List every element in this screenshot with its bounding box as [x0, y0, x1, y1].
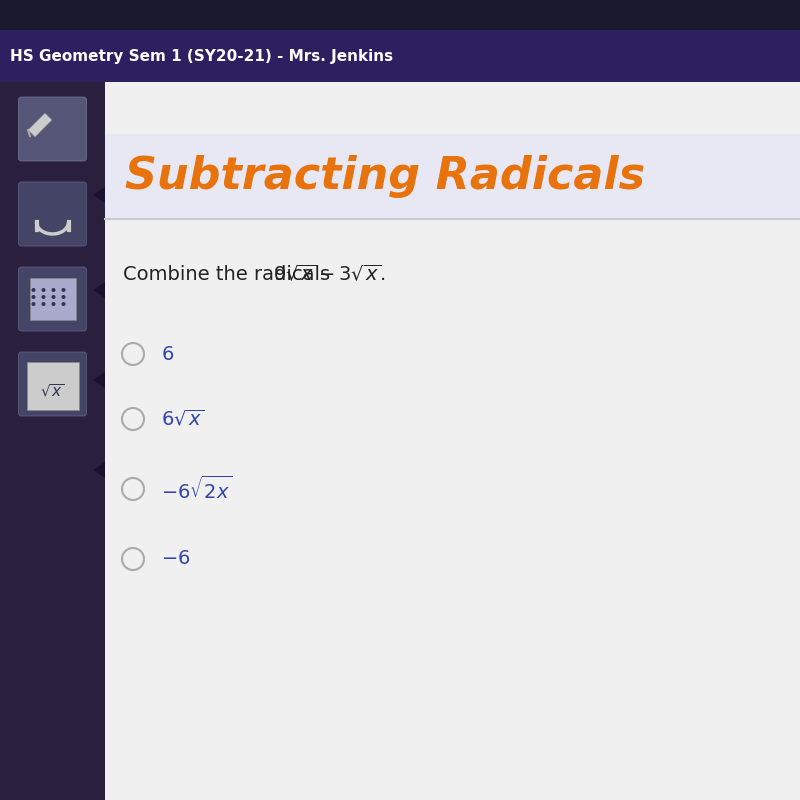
Polygon shape — [93, 187, 105, 203]
Circle shape — [31, 295, 35, 299]
FancyBboxPatch shape — [18, 97, 86, 161]
FancyBboxPatch shape — [0, 0, 800, 30]
FancyBboxPatch shape — [105, 82, 800, 800]
Polygon shape — [93, 462, 105, 478]
FancyBboxPatch shape — [0, 30, 800, 82]
Circle shape — [62, 302, 66, 306]
Circle shape — [51, 302, 55, 306]
Circle shape — [42, 288, 46, 292]
Text: $\sqrt{x}$: $\sqrt{x}$ — [40, 382, 65, 399]
Circle shape — [51, 288, 55, 292]
Polygon shape — [93, 282, 105, 298]
Text: $6\sqrt{x}$: $6\sqrt{x}$ — [161, 409, 204, 430]
Text: Combine the radicals: Combine the radicals — [123, 265, 336, 283]
FancyBboxPatch shape — [18, 182, 86, 246]
Circle shape — [42, 302, 46, 306]
Text: Subtracting Radicals: Subtracting Radicals — [125, 155, 645, 198]
Text: $-6\sqrt{2x}$: $-6\sqrt{2x}$ — [161, 475, 232, 502]
FancyBboxPatch shape — [105, 134, 800, 219]
Circle shape — [62, 288, 66, 292]
Circle shape — [42, 295, 46, 299]
FancyBboxPatch shape — [18, 267, 86, 331]
Polygon shape — [28, 113, 52, 137]
Text: HS Geometry Sem 1 (SY20-21) - Mrs. Jenkins: HS Geometry Sem 1 (SY20-21) - Mrs. Jenki… — [10, 49, 393, 63]
Circle shape — [62, 295, 66, 299]
FancyBboxPatch shape — [18, 352, 86, 416]
FancyBboxPatch shape — [26, 362, 78, 410]
Text: $-6$: $-6$ — [161, 550, 190, 569]
FancyBboxPatch shape — [30, 278, 75, 320]
Circle shape — [31, 288, 35, 292]
FancyBboxPatch shape — [0, 82, 105, 800]
Circle shape — [51, 295, 55, 299]
Text: $6$: $6$ — [161, 345, 174, 363]
Polygon shape — [93, 372, 105, 388]
Circle shape — [31, 302, 35, 306]
Text: $9\sqrt{x} - 3\sqrt{x}.$: $9\sqrt{x} - 3\sqrt{x}.$ — [273, 264, 386, 284]
